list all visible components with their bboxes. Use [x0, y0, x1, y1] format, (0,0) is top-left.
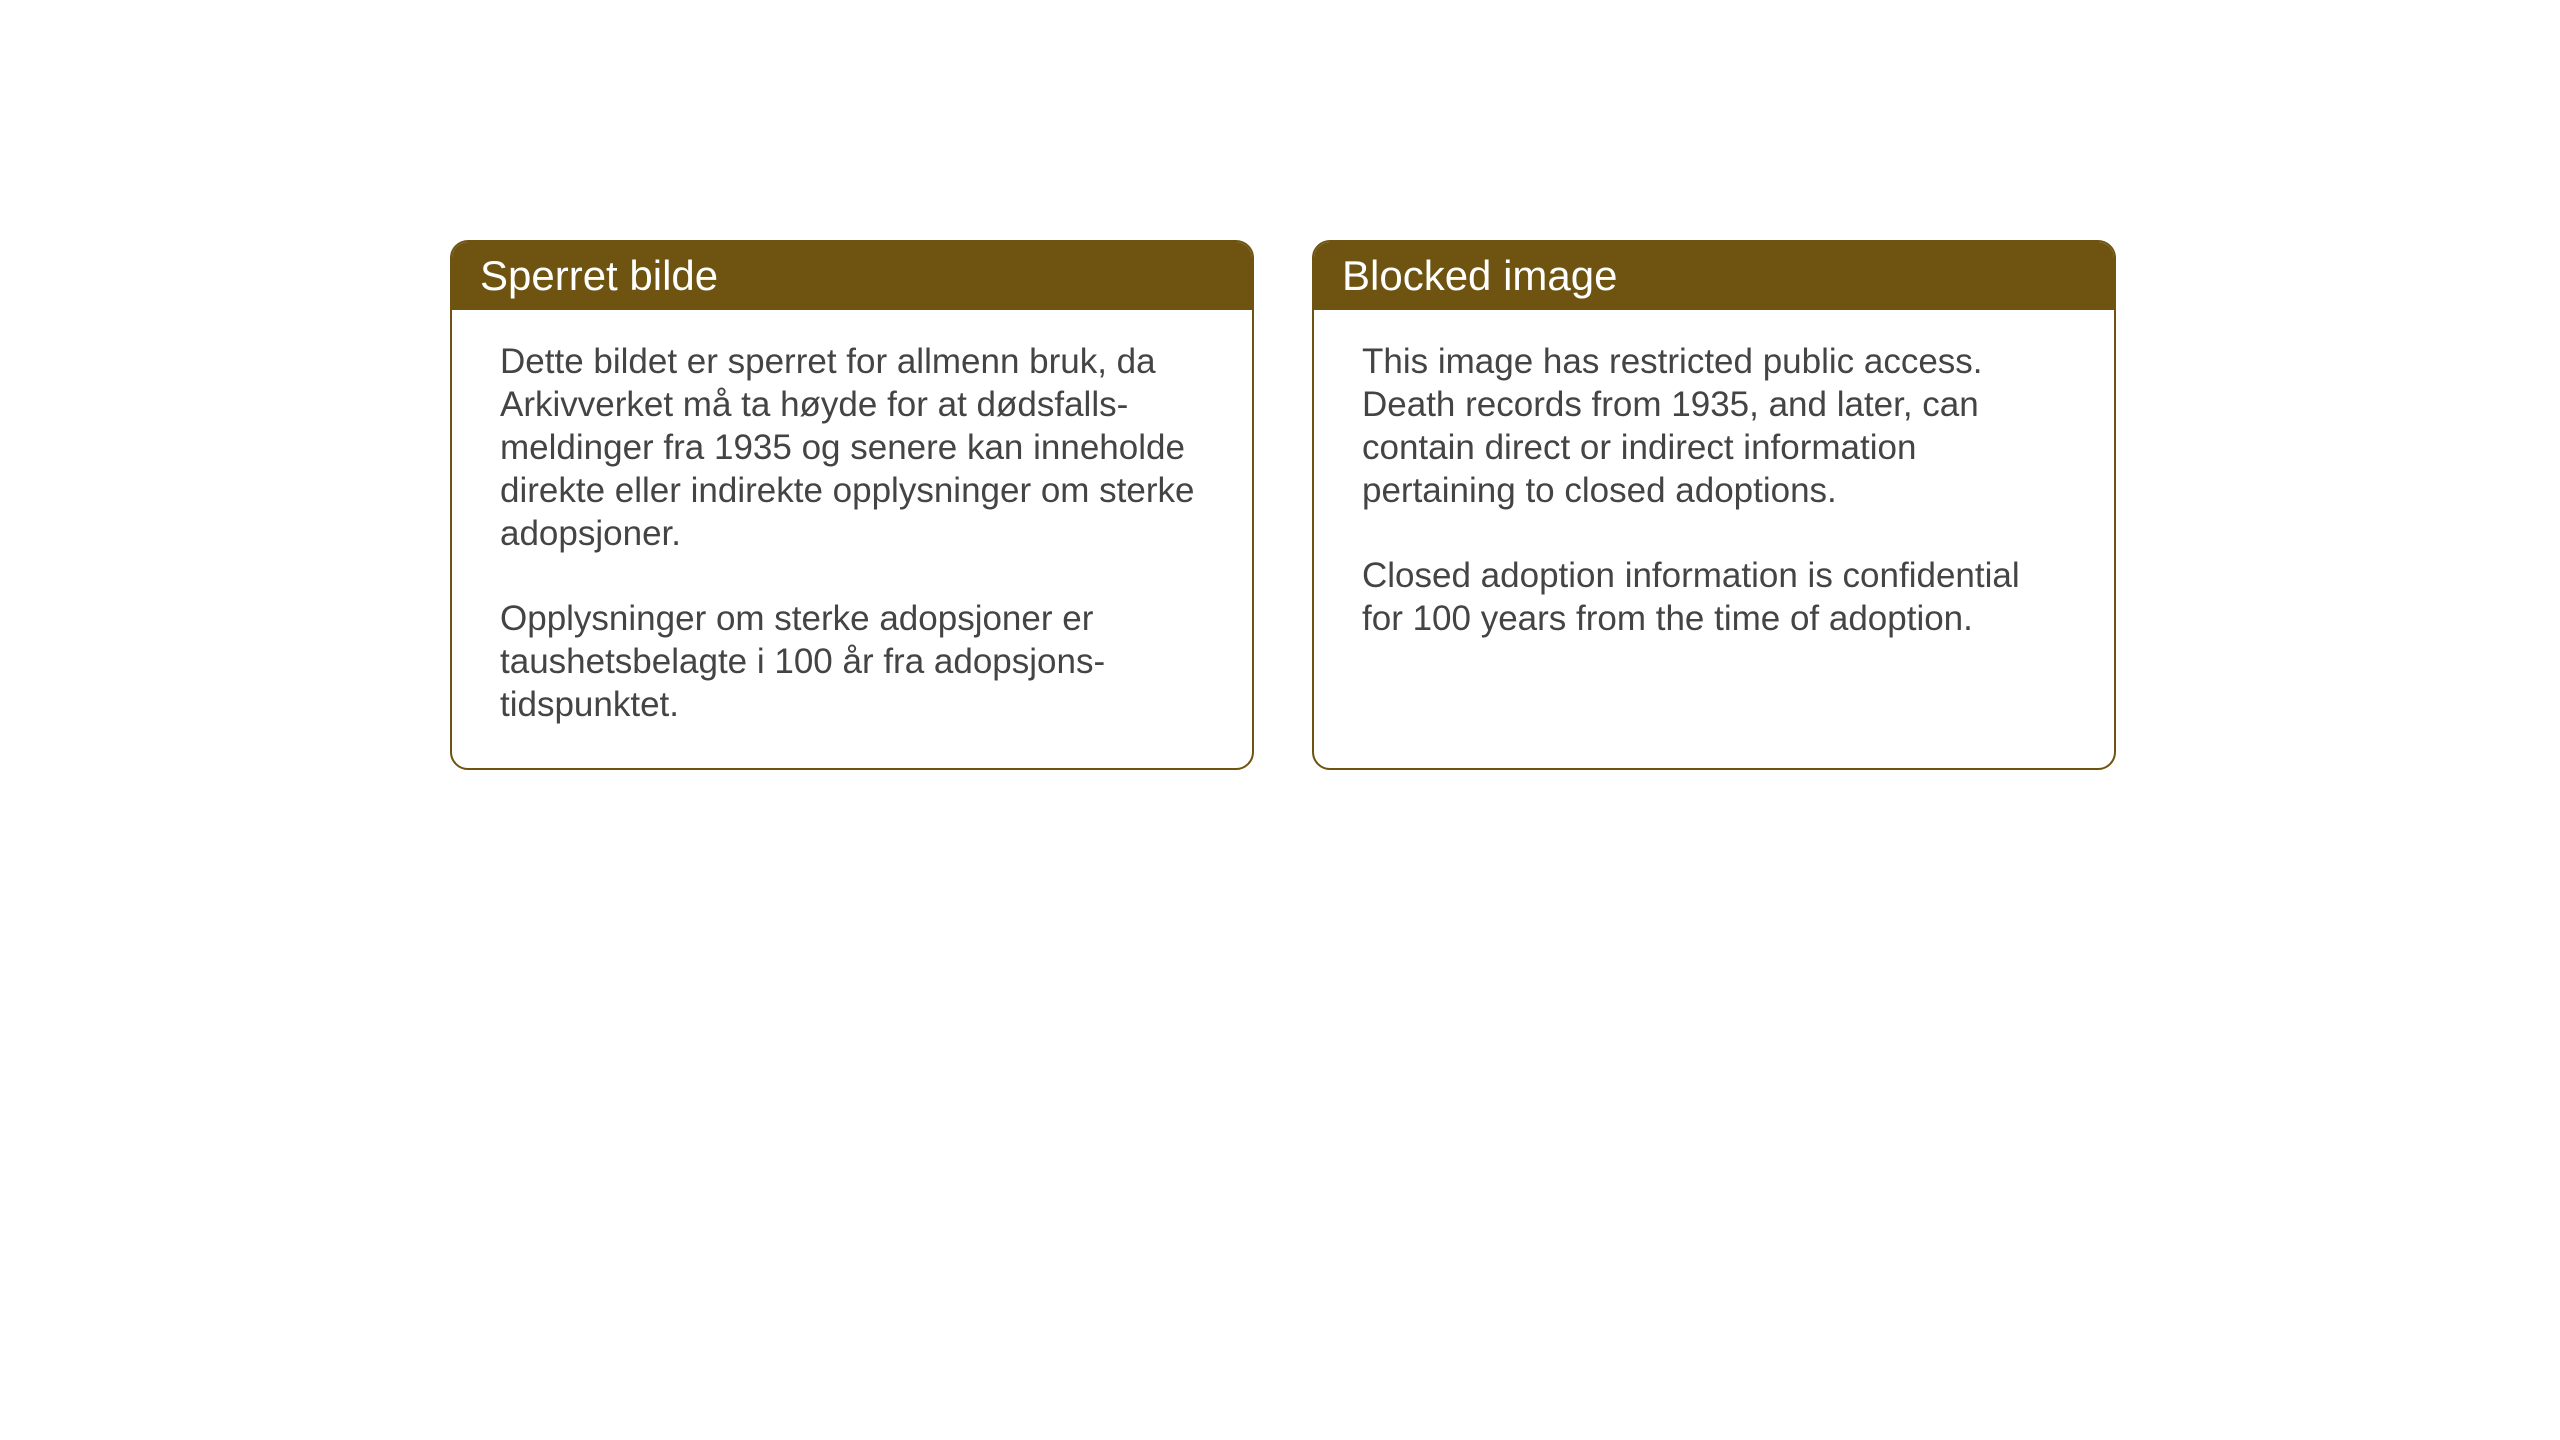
- card-header-norwegian: Sperret bilde: [452, 242, 1252, 310]
- card-body-english: This image has restricted public access.…: [1314, 310, 2114, 682]
- paragraph-english-2: Closed adoption information is confident…: [1362, 554, 2066, 640]
- card-norwegian: Sperret bilde Dette bildet er sperret fo…: [450, 240, 1254, 770]
- paragraph-english-1: This image has restricted public access.…: [1362, 340, 2066, 512]
- paragraph-norwegian-1: Dette bildet er sperret for allmenn bruk…: [500, 340, 1204, 555]
- card-header-english: Blocked image: [1314, 242, 2114, 310]
- card-english: Blocked image This image has restricted …: [1312, 240, 2116, 770]
- cards-container: Sperret bilde Dette bildet er sperret fo…: [450, 240, 2116, 770]
- paragraph-norwegian-2: Opplysninger om sterke adopsjoner er tau…: [500, 597, 1204, 726]
- card-body-norwegian: Dette bildet er sperret for allmenn bruk…: [452, 310, 1252, 768]
